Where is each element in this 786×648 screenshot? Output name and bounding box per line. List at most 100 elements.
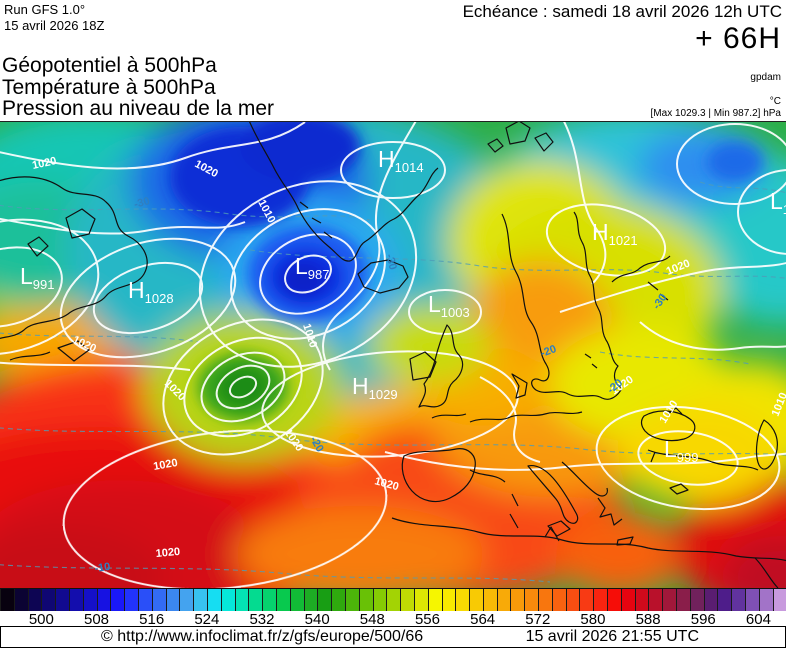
pressure-center-h1029: H1029 <box>352 373 398 402</box>
color-scale-cell <box>179 589 194 611</box>
pressure-center-l1: L1 <box>770 188 786 217</box>
color-scale-cell <box>772 589 786 611</box>
color-scale-tick-label: 588 <box>635 611 661 628</box>
color-scale-cell <box>676 589 690 611</box>
color-scale-tick-label: 548 <box>359 611 385 628</box>
color-scale-cell <box>607 589 621 611</box>
weather-map-canvas: 1020 102010101020102010101020102010201020… <box>0 100 786 648</box>
color-scale-tick-label: 540 <box>304 611 330 628</box>
coastlines <box>0 117 786 589</box>
pressure-center-l991: L991 <box>20 263 55 292</box>
title-temperature: Température à 500hPa <box>2 75 216 99</box>
pressure-contours <box>0 113 786 591</box>
isotherm-label: -30 <box>133 195 151 211</box>
header: Run GFS 1.0° 15 avril 2026 18Z Echéance … <box>0 0 786 121</box>
isotherm-label: -10 <box>94 561 111 575</box>
copyright-url: © http://www.infoclimat.fr/z/gfs/europe/… <box>101 628 424 645</box>
color-scale-cell <box>689 589 704 611</box>
color-scale-cell <box>68 589 83 611</box>
pressure-center-labels: H1014 L987 L991 H1028 L1003 H1021 H1029 L999 L1 <box>20 146 786 465</box>
pressure-center-l987: L987 <box>295 253 330 282</box>
color-scale-cell <box>634 589 649 611</box>
pressure-center-l1003: L1003 <box>428 291 470 320</box>
color-scale-tick-label: 572 <box>525 611 551 628</box>
color-scale-cell <box>234 589 249 611</box>
isobar-label: 1020 <box>152 457 178 473</box>
color-scale-cell <box>593 589 608 611</box>
pressure-center-h1021: H1021 <box>592 219 638 248</box>
color-scale-cell <box>441 589 456 611</box>
isobar-label: 1020 <box>155 546 180 560</box>
lead-time-label: + 66H <box>695 22 781 55</box>
color-scale-tick-label: 596 <box>690 611 716 628</box>
color-scale-cell <box>262 589 276 611</box>
color-scale-cell <box>400 589 414 611</box>
color-scale-cell <box>303 589 318 611</box>
color-scale-cell <box>13 589 28 611</box>
color-scale-tick-label: 508 <box>84 611 110 628</box>
color-scale-cell <box>110 589 125 611</box>
color-scale-tick-label: 532 <box>249 611 275 628</box>
color-scale-tick-label: 580 <box>580 611 606 628</box>
color-scale-cell <box>289 589 304 611</box>
chart-titles: Géopotentiel à 500hPa Température à 500h… <box>2 55 274 120</box>
color-scale-ticks: 500 508 516 524 532 540 548 556 564 572 580 588 596 6… <box>0 611 786 628</box>
pressure-center-h1028: H1028 <box>128 277 174 306</box>
color-scale-cell <box>41 589 56 611</box>
color-scale-cell <box>27 589 42 611</box>
color-scale-cell <box>648 589 663 611</box>
unit-temperature: °C <box>769 96 781 107</box>
color-scale-cell <box>620 589 635 611</box>
color-scale-tick-label: 524 <box>194 611 220 628</box>
color-scale-cell <box>220 589 235 611</box>
color-scale-cell <box>524 589 539 611</box>
isobar-label: 1020 <box>31 155 57 172</box>
title-geopotential: Géopotentiel à 500hPa <box>2 54 217 77</box>
color-scale-cell <box>565 589 580 611</box>
color-scale-bar <box>0 588 786 612</box>
color-scale-cell <box>427 589 442 611</box>
color-scale-cell <box>0 589 14 611</box>
color-scale-cell <box>496 589 511 611</box>
unit-geopotential: gpdam <box>750 72 781 83</box>
isotherm-label: -20 <box>539 343 558 360</box>
color-scale-tick-label: 516 <box>139 611 165 628</box>
pressure-center-l999: L999 <box>664 436 699 465</box>
temperature-contours <box>0 181 786 583</box>
run-model-label: Run GFS 1.0° <box>4 2 86 17</box>
color-scale-cell <box>745 589 759 611</box>
color-scale-cell <box>386 589 401 611</box>
color-scale-cell <box>165 589 180 611</box>
color-scale-tick-label: 604 <box>745 611 771 628</box>
color-scale-cell <box>124 589 138 611</box>
color-scale-cell <box>193 589 207 611</box>
color-scale-tick-label: 564 <box>470 611 496 628</box>
color-scale-cell <box>358 589 373 611</box>
color-scale-cell <box>344 589 359 611</box>
color-scale-cell <box>469 589 483 611</box>
color-scale-cell <box>248 589 263 611</box>
color-scale-cell <box>82 589 97 611</box>
color-scale-cell <box>551 589 566 611</box>
weather-map: 1020 1020 1010 1020 1020 1010 1020 1020 1020 1020… <box>0 100 786 648</box>
color-scale-tick-label: 500 <box>28 611 54 628</box>
color-scale-cell <box>579 589 594 611</box>
color-scale-cell <box>96 589 111 611</box>
title-pressure: Pression au niveau de la mer <box>2 97 274 120</box>
color-scale-cell <box>455 589 470 611</box>
run-date-label: 15 avril 2026 18Z <box>4 18 105 33</box>
color-scale-cell <box>510 589 525 611</box>
generation-timestamp: 15 avril 2026 21:55 UTC <box>525 628 699 645</box>
color-scale-cell <box>275 589 290 611</box>
color-scale-tick-label: 556 <box>414 611 440 628</box>
color-scale-cell <box>151 589 166 611</box>
color-scale-cell <box>137 589 152 611</box>
color-scale-cell <box>55 589 69 611</box>
footer: © http://www.infoclimat.fr/z/gfs/europe/… <box>0 626 786 648</box>
color-scale-cell <box>538 589 552 611</box>
pressure-range-label: [Max 1029.3 | Min 987.2] hPa <box>650 108 781 119</box>
color-scale-cell <box>731 589 746 611</box>
color-scale-cell <box>703 589 718 611</box>
color-scale-cell <box>317 589 332 611</box>
